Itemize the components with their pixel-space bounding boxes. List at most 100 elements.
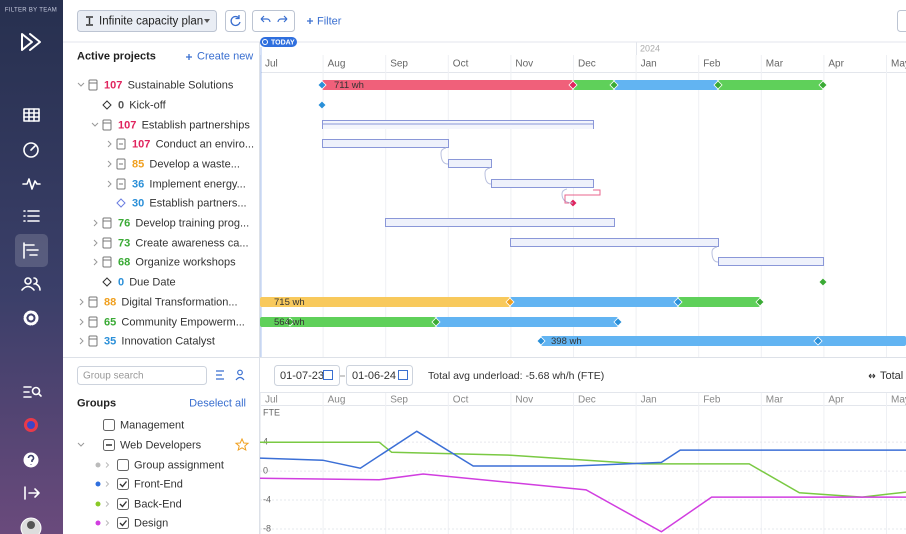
filter-button[interactable]: Filter	[317, 15, 342, 27]
row-name[interactable]: Organize workshops	[135, 256, 236, 268]
group-chevron[interactable]	[105, 520, 110, 526]
group-name[interactable]: Back-End	[134, 498, 182, 510]
group-user-icon[interactable]	[237, 369, 243, 376]
favorite-star[interactable]	[234, 437, 250, 452]
gantt-task[interactable]	[510, 238, 719, 247]
group-search-placeholder[interactable]: Group search	[83, 371, 144, 382]
nav-activity[interactable]	[22, 178, 41, 190]
gantt-milestone[interactable]	[317, 80, 327, 90]
chevron-closed[interactable]	[93, 258, 98, 266]
group-chevron[interactable]	[105, 462, 110, 468]
today-label[interactable]: TODAY	[271, 39, 295, 46]
chevron-closed[interactable]	[107, 180, 112, 188]
gantt-bar[interactable]	[260, 317, 436, 327]
gantt-milestone[interactable]	[431, 317, 441, 327]
group-chevron[interactable]	[105, 501, 110, 507]
gantt-milestone[interactable]	[317, 100, 327, 110]
gantt-bar[interactable]	[510, 297, 678, 307]
group-name[interactable]: Group assignment	[134, 459, 224, 471]
gantt-task[interactable]	[322, 139, 449, 148]
gantt-milestone[interactable]	[713, 80, 723, 90]
end-date[interactable]	[346, 365, 413, 386]
logo[interactable]	[21, 33, 41, 51]
refresh-button[interactable]	[225, 10, 246, 32]
toolbar-right-button[interactable]	[897, 10, 906, 32]
row-name[interactable]: Develop a waste...	[149, 158, 240, 170]
row-name[interactable]: Due Date	[129, 276, 175, 288]
gantt-bar[interactable]	[614, 80, 718, 90]
gantt-milestone[interactable]	[536, 336, 546, 346]
chevron-closed[interactable]	[79, 298, 84, 306]
redo-icon[interactable]	[277, 15, 288, 23]
calendar-icon[interactable]	[398, 370, 408, 380]
gantt-bar[interactable]	[573, 80, 614, 90]
nav-search-list[interactable]	[23, 386, 42, 398]
chevron-open[interactable]	[91, 122, 99, 127]
start-date-text[interactable]: 01-07-23	[280, 370, 324, 382]
row-name[interactable]: Innovation Catalyst	[121, 335, 215, 347]
group-checkbox[interactable]	[103, 419, 115, 431]
nav-help[interactable]	[23, 452, 39, 468]
row-name[interactable]: Create awareness ca...	[135, 237, 248, 249]
nav-people[interactable]	[21, 277, 41, 291]
row-name[interactable]: Implement energy...	[149, 178, 245, 190]
nav-logout[interactable]	[24, 486, 40, 500]
total-icon[interactable]	[868, 373, 876, 379]
row-name[interactable]: Kick-off	[129, 99, 166, 111]
total-toggle[interactable]: Total	[880, 370, 903, 382]
gantt-milestone[interactable]	[818, 277, 828, 287]
gantt-task[interactable]	[385, 218, 615, 227]
gantt-milestone[interactable]	[673, 297, 683, 307]
gantt-milestone[interactable]	[285, 317, 295, 327]
gantt-milestone[interactable]	[818, 80, 828, 90]
gantt-summary[interactable]	[322, 120, 594, 130]
row-name[interactable]: Establish partners...	[149, 197, 246, 209]
undo-icon[interactable]	[260, 15, 271, 23]
undo-redo[interactable]	[252, 10, 295, 32]
row-name[interactable]: Community Empowerm...	[121, 316, 244, 328]
group-checkbox[interactable]	[117, 517, 129, 529]
group-chevron[interactable]	[105, 481, 110, 487]
group-search[interactable]	[77, 366, 207, 385]
group-sort-icon[interactable]	[216, 370, 224, 380]
gantt-task[interactable]	[718, 257, 824, 266]
chevron-open[interactable]	[77, 82, 85, 87]
nav-settings[interactable]	[23, 310, 39, 326]
row-name[interactable]: Sustainable Solutions	[128, 79, 234, 91]
chevron-closed[interactable]	[93, 219, 98, 227]
group-chevron[interactable]	[77, 442, 85, 447]
gantt-milestone[interactable]	[609, 80, 619, 90]
chevron-closed[interactable]	[107, 160, 112, 168]
gantt-bar[interactable]	[436, 317, 618, 327]
nav-list[interactable]	[23, 210, 40, 222]
gantt-task[interactable]	[491, 179, 594, 188]
chevron-closed[interactable]	[107, 140, 112, 148]
plan-name[interactable]: Infinite capacity plan	[99, 16, 203, 28]
chevron-closed[interactable]	[93, 239, 98, 247]
group-name[interactable]: Front-End	[134, 478, 183, 490]
row-name[interactable]: Digital Transformation...	[121, 296, 237, 308]
group-name[interactable]: Web Developers	[120, 439, 202, 451]
nav-gantt[interactable]	[23, 242, 39, 259]
gantt-milestone[interactable]	[505, 297, 515, 307]
gantt-milestone[interactable]	[813, 336, 823, 346]
deselect-all[interactable]: Deselect all	[189, 397, 246, 409]
gantt-bar[interactable]	[260, 297, 510, 307]
gantt-task[interactable]	[448, 159, 492, 168]
group-checkbox[interactable]	[117, 478, 129, 490]
create-new[interactable]: Create new	[197, 50, 253, 62]
gantt-milestone[interactable]	[613, 317, 623, 327]
group-checkbox[interactable]	[117, 498, 129, 510]
gantt-bar[interactable]	[678, 297, 760, 307]
group-name[interactable]: Management	[120, 419, 184, 431]
filter-label[interactable]: FILTER BY TEAM	[5, 8, 57, 14]
nav-table[interactable]	[23, 108, 40, 122]
plan-dropdown[interactable]	[77, 10, 217, 32]
gantt-bar[interactable]	[718, 80, 823, 90]
gantt-milestone[interactable]	[568, 80, 578, 90]
chevron-closed[interactable]	[79, 337, 84, 345]
chevron-closed[interactable]	[79, 318, 84, 326]
calendar-icon[interactable]	[323, 370, 333, 380]
gantt-milestone[interactable]	[755, 297, 765, 307]
nav-dashboard[interactable]	[23, 142, 39, 158]
